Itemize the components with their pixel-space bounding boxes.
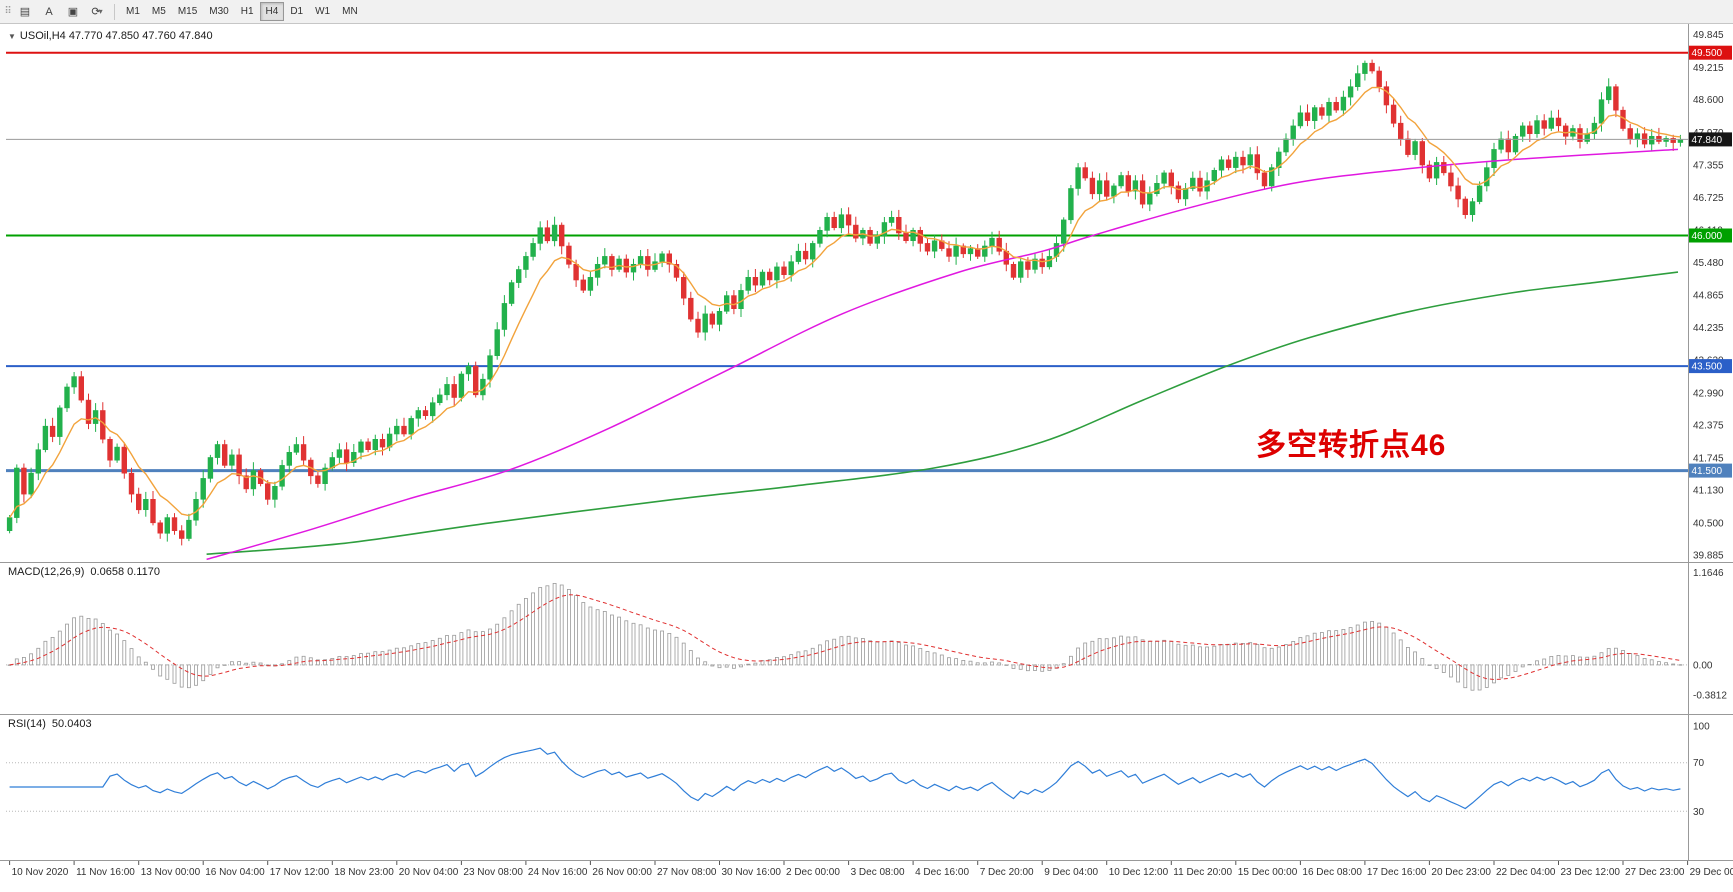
svg-text:49.215: 49.215 <box>1693 63 1724 74</box>
svg-text:49.500: 49.500 <box>1692 48 1723 59</box>
price-axis-badges: 49.500 46.000 43.500 41.500 47.840 <box>1689 45 1732 478</box>
rsi-values: 50.0403 <box>51 718 92 730</box>
svg-text:13 Nov 00:00: 13 Nov 00:00 <box>141 867 201 878</box>
chart-annotation: 多空转折点46 <box>1256 429 1447 462</box>
svg-text:23 Nov 08:00: 23 Nov 08:00 <box>463 867 523 878</box>
macd-histogram <box>7 583 1683 691</box>
svg-text:17 Dec 16:00: 17 Dec 16:00 <box>1367 867 1427 878</box>
timeframe-h4[interactable]: H4 <box>259 2 285 21</box>
svg-text:48.600: 48.600 <box>1693 95 1724 106</box>
ma-fast-orange <box>9 86 1681 518</box>
chart-canvas[interactable]: 49.84549.21548.60047.97047.35546.72546.1… <box>0 24 1733 892</box>
ma-slow-green <box>206 271 1679 555</box>
rsi-axis-labels: 100 70 30 <box>1693 722 1710 818</box>
svg-text:11 Nov 16:00: 11 Nov 16:00 <box>76 867 135 878</box>
price-axis-labels: 49.84549.21548.60047.97047.35546.72546.1… <box>1693 30 1724 561</box>
timeframe-mn[interactable]: MN <box>336 2 364 21</box>
svg-text:46.725: 46.725 <box>1693 193 1724 204</box>
svg-text:7 Dec 20:00: 7 Dec 20:00 <box>980 867 1034 878</box>
svg-text:45.480: 45.480 <box>1693 258 1724 269</box>
svg-text:26 Nov 00:00: 26 Nov 00:00 <box>592 867 652 878</box>
chart-area: 49.84549.21548.60047.97047.35546.72546.1… <box>0 24 1733 892</box>
timeframe-m5[interactable]: M5 <box>146 2 172 21</box>
macd-axis-labels: 1.1646 0.00 -0.3812 <box>1693 568 1727 701</box>
timeframe-w1[interactable]: W1 <box>309 2 336 21</box>
text-tool-icon[interactable]: A <box>37 2 61 22</box>
rsi-line <box>9 747 1681 810</box>
svg-text:9 Dec 04:00: 9 Dec 04:00 <box>1044 867 1098 878</box>
svg-text:30 Nov 16:00: 30 Nov 16:00 <box>722 867 782 878</box>
svg-text:27 Nov 08:00: 27 Nov 08:00 <box>657 867 717 878</box>
time-axis: 10 Nov 2020 11 Nov 16:00 13 Nov 00:00 16 No… <box>9 861 1733 878</box>
svg-text:29 Dec 00:00: 29 Dec 00:00 <box>1690 867 1733 878</box>
svg-text:11 Dec 20:00: 11 Dec 20:00 <box>1173 867 1232 878</box>
svg-text:4 Dec 16:00: 4 Dec 16:00 <box>915 867 969 878</box>
svg-text:41.745: 41.745 <box>1693 453 1724 464</box>
cycle-icon: ⟳ <box>91 6 101 18</box>
svg-text:16 Dec 08:00: 16 Dec 08:00 <box>1302 867 1362 878</box>
svg-text:3 Dec 08:00: 3 Dec 08:00 <box>851 867 905 878</box>
svg-text:47.355: 47.355 <box>1693 160 1724 171</box>
svg-text:10 Nov 2020: 10 Nov 2020 <box>12 867 69 878</box>
svg-text:30: 30 <box>1693 807 1705 818</box>
svg-text:10 Dec 12:00: 10 Dec 12:00 <box>1109 867 1169 878</box>
timeframe-d1[interactable]: D1 <box>284 2 309 21</box>
symbol-ohlc-label: USOil,H4 47.770 47.850 47.760 47.840 <box>19 30 213 42</box>
symbol-header: ▼ USOil,H4 47.770 47.850 47.760 47.840 <box>8 30 213 42</box>
candles <box>6 59 1684 546</box>
svg-text:42.990: 42.990 <box>1693 388 1724 399</box>
timeframe-m30[interactable]: M30 <box>203 2 234 21</box>
svg-text:16 Nov 04:00: 16 Nov 04:00 <box>205 867 265 878</box>
svg-text:41.500: 41.500 <box>1692 466 1723 477</box>
drag-handle-icon[interactable]: ⠿ <box>4 6 12 17</box>
svg-text:22 Dec 04:00: 22 Dec 04:00 <box>1496 867 1556 878</box>
macd-values: 0.0658 0.1170 <box>90 566 160 578</box>
svg-text:42.375: 42.375 <box>1693 420 1724 431</box>
svg-text:-0.3812: -0.3812 <box>1693 691 1727 702</box>
svg-text:18 Nov 23:00: 18 Nov 23:00 <box>334 867 394 878</box>
svg-text:47.840: 47.840 <box>1692 135 1723 146</box>
rsi-indicator-label: RSI(14) 50.0403 <box>8 718 92 730</box>
timeframe-h1[interactable]: H1 <box>235 2 260 21</box>
svg-text:23 Dec 12:00: 23 Dec 12:00 <box>1561 867 1621 878</box>
svg-text:20 Nov 04:00: 20 Nov 04:00 <box>399 867 459 878</box>
shapes-tool-icon[interactable]: ▣ <box>61 2 85 22</box>
ma-mid-magenta <box>206 148 1679 561</box>
svg-text:43.500: 43.500 <box>1692 362 1723 373</box>
chart-window-icon[interactable]: ▤ <box>13 2 37 22</box>
cycle-tool-icon[interactable]: ⟳ ▾ <box>85 2 109 22</box>
timeframe-m15[interactable]: M15 <box>172 2 203 21</box>
svg-text:100: 100 <box>1693 722 1710 733</box>
toolbar: ⠿ ▤ A ▣ ⟳ ▾ M1 M5 M15 M30 H1 H4 D1 W1 MN <box>0 0 1733 24</box>
svg-text:46.000: 46.000 <box>1692 231 1723 242</box>
svg-text:0.00: 0.00 <box>1693 660 1713 671</box>
svg-text:1.1646: 1.1646 <box>1693 568 1724 579</box>
svg-text:70: 70 <box>1693 758 1705 769</box>
macd-signal-line <box>9 594 1681 681</box>
svg-text:44.865: 44.865 <box>1693 290 1724 301</box>
chevron-down-icon: ▾ <box>98 7 103 16</box>
macd-name: MACD(12,26,9) <box>8 566 85 578</box>
timeframe-m1[interactable]: M1 <box>120 2 146 21</box>
svg-text:39.885: 39.885 <box>1693 550 1724 561</box>
svg-text:44.235: 44.235 <box>1693 323 1724 334</box>
rsi-name: RSI(14) <box>8 718 46 730</box>
toolbar-separator <box>114 3 115 20</box>
svg-text:15 Dec 00:00: 15 Dec 00:00 <box>1238 867 1298 878</box>
svg-text:24 Nov 16:00: 24 Nov 16:00 <box>528 867 588 878</box>
svg-text:27 Dec 23:00: 27 Dec 23:00 <box>1625 867 1685 878</box>
svg-text:41.130: 41.130 <box>1693 485 1724 496</box>
timeframe-bar: M1 M5 M15 M30 H1 H4 D1 W1 MN <box>120 2 364 21</box>
svg-text:49.845: 49.845 <box>1693 30 1724 41</box>
svg-text:20 Dec 23:00: 20 Dec 23:00 <box>1431 867 1491 878</box>
svg-text:40.500: 40.500 <box>1693 518 1724 529</box>
symbol-marker-icon[interactable]: ▼ <box>8 31 16 41</box>
macd-indicator-label: MACD(12,26,9) 0.0658 0.1170 <box>8 566 160 578</box>
svg-text:2 Dec 00:00: 2 Dec 00:00 <box>786 867 840 878</box>
svg-text:17 Nov 12:00: 17 Nov 12:00 <box>270 867 330 878</box>
